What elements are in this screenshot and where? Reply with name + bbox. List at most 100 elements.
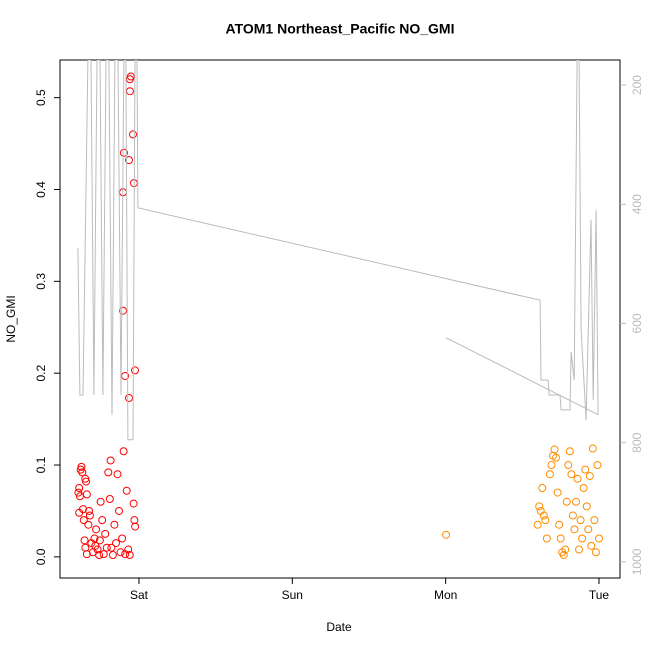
scatter-point <box>578 534 587 543</box>
plot-area <box>74 60 603 560</box>
scatter-point <box>559 551 568 560</box>
y-axis-label: NO_GMI <box>4 295 18 342</box>
scatter-point <box>79 516 88 525</box>
scatter-point <box>128 130 137 139</box>
scatter-point <box>555 520 564 529</box>
y-tick-label: 0.1 <box>34 456 48 473</box>
scatter-point <box>115 506 124 515</box>
scatter-point <box>98 516 107 525</box>
scatter-point <box>105 495 114 504</box>
scatter-point <box>571 497 580 506</box>
scatter-point <box>104 468 113 477</box>
scatter-point <box>102 543 111 552</box>
scatter-point <box>581 465 590 474</box>
scatter-point <box>131 522 140 531</box>
y-tick-label: 0.4 <box>34 181 48 198</box>
scatter-point <box>99 550 108 559</box>
scatter-point <box>111 539 120 548</box>
scatter-point <box>568 511 577 520</box>
scatter-point <box>122 486 131 495</box>
scatter-point <box>590 516 599 525</box>
y2-tick-label: 1000 <box>630 548 644 575</box>
scatter-point <box>125 156 134 165</box>
scatter-point <box>110 520 119 529</box>
scatter-point <box>556 534 565 543</box>
scatter-point <box>96 497 105 506</box>
scatter-point <box>541 516 550 525</box>
scatter-point <box>442 530 451 539</box>
scatter-point <box>533 520 542 529</box>
scatter-point <box>95 551 104 560</box>
scatter-point <box>125 551 134 560</box>
scatter-point <box>579 483 588 492</box>
y-tick-label: 0.0 <box>34 548 48 565</box>
scatter-point <box>75 483 84 492</box>
scatter-point <box>542 534 551 543</box>
x-axis-label: Date <box>326 620 352 634</box>
x-tick-label: Tue <box>589 588 610 602</box>
y-tick-label: 0.3 <box>34 273 48 290</box>
scatter-point <box>78 468 87 477</box>
y-tick-label: 0.5 <box>34 89 48 106</box>
scatter-point <box>125 393 134 402</box>
scatter-point <box>575 545 584 554</box>
scatter-point <box>539 511 548 520</box>
scatter-point <box>93 545 102 554</box>
scatter-point <box>550 445 559 454</box>
scatter-point <box>573 474 582 483</box>
scatter-point <box>119 306 128 315</box>
scatter-point <box>130 516 139 525</box>
x-tick-label: Sat <box>130 588 149 602</box>
scatter-point <box>101 529 110 538</box>
scatter-point <box>545 470 554 479</box>
x-tick-label: Mon <box>434 588 457 602</box>
plot-frame <box>59 59 621 579</box>
scatter-point <box>593 461 602 470</box>
scatter-point <box>129 499 138 508</box>
scatter-point <box>85 511 94 520</box>
scatter-point <box>582 502 591 511</box>
scatter-point <box>119 447 128 456</box>
y2-tick-label: 600 <box>630 313 644 333</box>
scatter-point <box>547 461 556 470</box>
scatter-point <box>95 536 104 545</box>
scatter-point <box>77 462 86 471</box>
scatter-point <box>82 477 91 486</box>
scatter-point <box>126 72 135 81</box>
scatter-point <box>565 447 574 456</box>
scatter-point <box>594 534 603 543</box>
line-series <box>77 60 599 441</box>
scatter-point <box>107 543 116 552</box>
scatter-point <box>584 525 593 534</box>
scatter-point <box>92 525 101 534</box>
scatter-point <box>82 490 91 499</box>
y-tick-label: 0.2 <box>34 365 48 382</box>
scatter-point <box>124 545 133 554</box>
scatter-point <box>85 506 94 515</box>
x-tick-label: Sun <box>282 588 303 602</box>
scatter-point <box>538 483 547 492</box>
scatter-point <box>119 148 128 157</box>
scatter-point <box>570 525 579 534</box>
scatter-point <box>74 488 83 497</box>
scatter-point <box>552 453 561 462</box>
scatter-point <box>108 551 117 560</box>
scatter-point <box>116 548 125 557</box>
scatter-point <box>588 444 597 453</box>
scatter-point <box>591 548 600 557</box>
scatter-point <box>130 366 139 375</box>
scatter-point <box>118 534 127 543</box>
scatter-point <box>561 545 570 554</box>
y2-tick-label: 200 <box>630 75 644 95</box>
scatter-point <box>564 461 573 470</box>
scatter-point <box>567 470 576 479</box>
scatter-point <box>585 472 594 481</box>
scatter-point <box>562 497 571 506</box>
scatter-point <box>587 541 596 550</box>
scatter-point <box>106 456 115 465</box>
scatter-point <box>113 470 122 479</box>
y2-tick-label: 800 <box>630 432 644 452</box>
